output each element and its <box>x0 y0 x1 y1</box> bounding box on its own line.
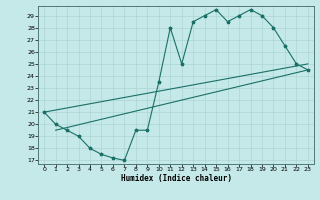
X-axis label: Humidex (Indice chaleur): Humidex (Indice chaleur) <box>121 174 231 183</box>
